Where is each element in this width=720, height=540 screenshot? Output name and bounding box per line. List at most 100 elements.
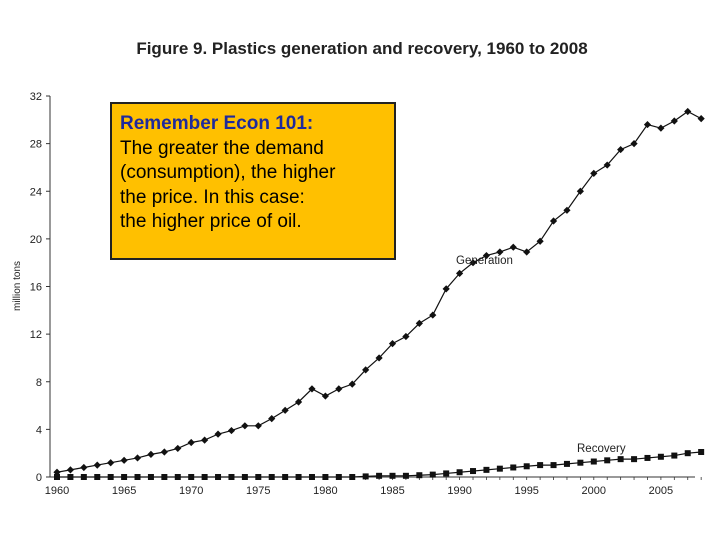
generation-point <box>375 354 383 362</box>
generation-point <box>281 406 289 414</box>
generation-point <box>630 140 638 148</box>
recovery-point <box>376 472 383 479</box>
generation-point <box>147 450 155 458</box>
generation-point <box>657 124 665 132</box>
recovery-point <box>657 453 664 460</box>
generation-point <box>362 366 370 374</box>
generation-point <box>402 332 410 341</box>
econ-callout-box: Remember Econ 101: The greater the deman… <box>110 102 396 260</box>
recovery-point <box>295 474 302 480</box>
y-tick-label: 12 <box>30 329 42 341</box>
x-tick-label: 1960 <box>45 485 69 497</box>
y-tick-label: 0 <box>36 472 42 484</box>
generation-point <box>241 422 249 430</box>
x-tick-label: 2000 <box>582 485 606 497</box>
recovery-point <box>429 471 436 478</box>
generation-point <box>308 385 316 393</box>
recovery-point <box>362 473 369 480</box>
generation-point <box>482 251 491 260</box>
generation-point <box>214 430 222 438</box>
generation-point <box>93 461 101 469</box>
y-tick-label: 8 <box>36 377 42 389</box>
generation-point <box>201 436 209 444</box>
generation-point <box>456 269 464 278</box>
chart-title: Figure 9. Plastics generation and recove… <box>136 39 587 58</box>
x-tick-label: 1975 <box>246 485 270 497</box>
recovery-point <box>188 474 195 480</box>
y-tick-label: 4 <box>36 424 42 436</box>
x-tick-label: 2005 <box>649 485 673 497</box>
recovery-point <box>644 454 651 461</box>
recovery-point <box>631 456 638 463</box>
generation-point <box>107 459 115 467</box>
y-axis-label: million tons <box>12 261 23 311</box>
generation-point <box>469 259 477 267</box>
recovery-point <box>416 472 423 479</box>
generation-point <box>174 444 182 453</box>
y-tick-label: 28 <box>30 139 42 151</box>
recovery-point <box>671 452 678 459</box>
generation-point <box>697 115 705 123</box>
generation-point <box>509 243 517 251</box>
generation-point <box>53 468 61 476</box>
recovery-point <box>94 474 101 480</box>
recovery-point <box>443 470 450 477</box>
recovery-point <box>255 474 262 480</box>
recovery-point <box>456 469 463 476</box>
recovery-point <box>107 474 114 480</box>
plot-area: 0 4 8 12 16 20 24 28 32 1960 1965 1970 1975 1980 1985 1… <box>30 91 705 497</box>
recovery-point <box>698 448 705 455</box>
x-tick-label: 1980 <box>313 485 337 497</box>
generation-point <box>617 145 625 154</box>
recovery-point <box>335 474 342 480</box>
recovery-point <box>563 460 570 467</box>
recovery-point <box>241 474 248 480</box>
x-tick-label: 1995 <box>514 485 538 497</box>
generation-point <box>549 217 558 225</box>
x-tick-label: 1985 <box>380 485 404 497</box>
generation-point <box>415 319 423 328</box>
generation-point <box>321 392 329 400</box>
recovery-point <box>268 474 275 480</box>
generation-point <box>603 161 611 169</box>
recovery-point <box>590 458 597 465</box>
generation-point <box>590 169 598 177</box>
callout-body: The greater the demand (consumption), th… <box>120 137 336 233</box>
recovery-point <box>282 474 289 480</box>
recovery-point <box>134 474 141 480</box>
generation-point <box>576 187 584 195</box>
recovery-point <box>54 474 60 480</box>
generation-point <box>335 385 343 393</box>
generation-series-label: Generation <box>456 255 513 267</box>
generation-point <box>442 285 450 293</box>
generation-point <box>254 422 262 430</box>
x-tick-label: 1965 <box>112 485 136 497</box>
generation-point <box>80 463 88 472</box>
recovery-point <box>550 462 557 469</box>
generation-point <box>66 466 75 474</box>
generation-point <box>294 398 303 406</box>
x-tick-label: 1970 <box>179 485 203 497</box>
generation-point <box>227 426 236 435</box>
generation-point <box>120 456 128 464</box>
generation-point <box>133 454 142 462</box>
recovery-point <box>577 459 584 466</box>
generation-point <box>536 237 544 245</box>
recovery-point <box>496 465 503 472</box>
generation-point <box>187 438 195 447</box>
recovery-point <box>537 462 544 469</box>
generation-point <box>496 248 504 256</box>
generation-point <box>429 311 437 319</box>
recovery-point <box>684 450 691 457</box>
recovery-point <box>80 474 87 480</box>
recovery-point <box>67 474 74 480</box>
recovery-point <box>402 472 409 479</box>
recovery-point <box>147 474 154 480</box>
generation-point <box>268 415 276 423</box>
generation-point <box>684 107 692 116</box>
y-tick-label: 20 <box>30 234 42 246</box>
recovery-point <box>308 474 315 480</box>
recovery-point <box>161 474 168 480</box>
generation-point <box>643 120 652 129</box>
